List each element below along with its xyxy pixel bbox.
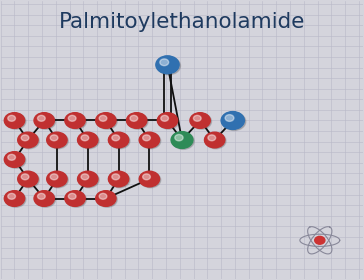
Circle shape: [35, 114, 56, 129]
Circle shape: [65, 113, 85, 128]
Circle shape: [99, 115, 107, 121]
Circle shape: [156, 56, 179, 74]
Circle shape: [139, 171, 159, 187]
Circle shape: [78, 171, 98, 187]
Circle shape: [8, 154, 16, 160]
Circle shape: [97, 192, 117, 207]
Circle shape: [19, 133, 39, 149]
Circle shape: [47, 171, 67, 187]
Circle shape: [5, 114, 26, 129]
Circle shape: [157, 57, 181, 75]
Circle shape: [175, 134, 183, 141]
Circle shape: [96, 191, 116, 206]
Circle shape: [315, 236, 325, 244]
Circle shape: [141, 172, 161, 188]
Circle shape: [171, 132, 193, 148]
Circle shape: [48, 133, 68, 149]
Circle shape: [37, 193, 45, 199]
Circle shape: [66, 114, 86, 129]
Circle shape: [190, 113, 210, 128]
Circle shape: [225, 115, 234, 122]
Circle shape: [191, 114, 211, 129]
Circle shape: [130, 115, 138, 121]
Circle shape: [50, 135, 58, 141]
Circle shape: [141, 133, 161, 149]
Circle shape: [18, 132, 38, 148]
Circle shape: [4, 191, 25, 206]
Circle shape: [143, 174, 150, 180]
Circle shape: [160, 59, 169, 66]
Circle shape: [112, 135, 119, 141]
Circle shape: [37, 115, 45, 121]
Circle shape: [97, 114, 117, 129]
Circle shape: [99, 193, 107, 199]
Circle shape: [128, 114, 148, 129]
Circle shape: [143, 135, 150, 141]
Circle shape: [110, 172, 130, 188]
Circle shape: [222, 113, 246, 130]
Circle shape: [35, 192, 56, 207]
Circle shape: [5, 153, 26, 168]
Circle shape: [79, 172, 99, 188]
Circle shape: [68, 115, 76, 121]
Circle shape: [205, 132, 225, 148]
Circle shape: [34, 113, 54, 128]
Circle shape: [68, 193, 76, 199]
Circle shape: [8, 193, 16, 199]
Circle shape: [47, 132, 67, 148]
Circle shape: [110, 133, 130, 149]
Circle shape: [8, 115, 16, 121]
Circle shape: [96, 113, 116, 128]
Circle shape: [173, 133, 194, 149]
Circle shape: [108, 171, 129, 187]
Circle shape: [5, 192, 26, 207]
Circle shape: [81, 174, 89, 180]
Circle shape: [208, 135, 215, 141]
Circle shape: [48, 172, 68, 188]
Circle shape: [161, 115, 169, 121]
Circle shape: [221, 112, 244, 129]
Circle shape: [79, 133, 99, 149]
Circle shape: [78, 132, 98, 148]
Circle shape: [108, 132, 129, 148]
Text: Palmitoylethanolamide: Palmitoylethanolamide: [59, 12, 305, 32]
Circle shape: [157, 113, 178, 128]
Circle shape: [21, 174, 29, 180]
Circle shape: [18, 171, 38, 187]
Circle shape: [21, 135, 29, 141]
Circle shape: [65, 191, 85, 206]
Circle shape: [139, 132, 159, 148]
Circle shape: [112, 174, 119, 180]
Circle shape: [4, 113, 25, 128]
Circle shape: [19, 172, 39, 188]
Circle shape: [193, 115, 201, 121]
Circle shape: [34, 191, 54, 206]
Circle shape: [4, 152, 25, 167]
Circle shape: [50, 174, 58, 180]
Circle shape: [206, 133, 226, 149]
Circle shape: [127, 113, 147, 128]
Circle shape: [81, 135, 89, 141]
Circle shape: [159, 114, 179, 129]
Circle shape: [66, 192, 86, 207]
